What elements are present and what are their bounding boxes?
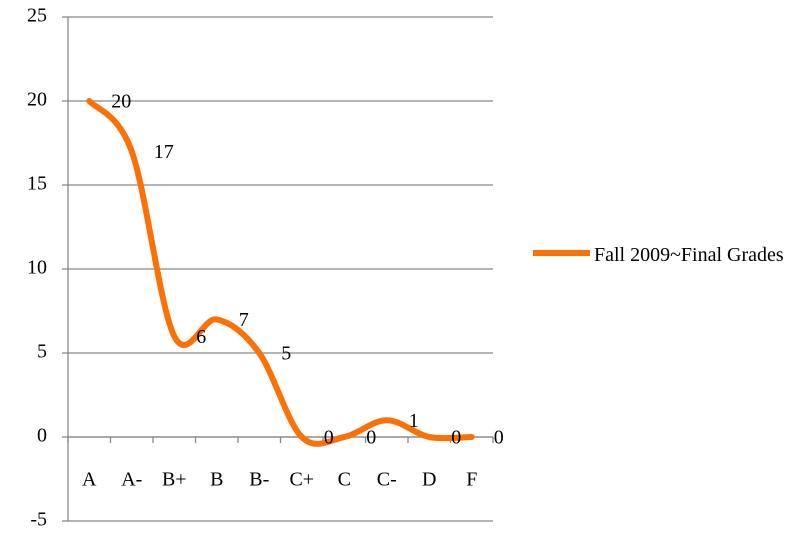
data-label: 17: [154, 141, 174, 163]
y-tick-label: 10: [27, 257, 47, 279]
series-line: [86, 98, 475, 447]
x-tick-label: A-: [121, 469, 142, 491]
data-label: 0: [494, 427, 504, 449]
x-tick-label: F: [466, 469, 477, 491]
x-tick-label: C+: [289, 469, 314, 491]
data-label: 6: [196, 326, 206, 348]
y-tick-label: 20: [27, 89, 47, 111]
x-tick-label: B-: [249, 469, 269, 491]
y-tick-label: 25: [27, 5, 47, 27]
data-label: 7: [239, 309, 249, 331]
x-tick-label: D: [422, 469, 436, 491]
data-label: 0: [324, 427, 334, 449]
y-tick-label: 0: [37, 425, 47, 447]
legend-label: Fall 2009~Final Grades: [594, 244, 784, 266]
data-label: 0: [451, 427, 461, 449]
x-tick-label: B+: [162, 469, 187, 491]
x-tick-label: C: [338, 469, 351, 491]
y-tick-label: -5: [30, 509, 47, 531]
y-tick-label: 5: [37, 341, 47, 363]
x-tick-label: B: [210, 469, 223, 491]
data-label: 20: [111, 91, 131, 113]
data-label: 1: [409, 410, 419, 432]
y-tick-label: 15: [27, 173, 47, 195]
x-tick-label: C-: [377, 469, 397, 491]
x-tick-label: A: [82, 469, 97, 491]
data-label: 5: [281, 343, 291, 365]
data-label: 0: [366, 427, 376, 449]
